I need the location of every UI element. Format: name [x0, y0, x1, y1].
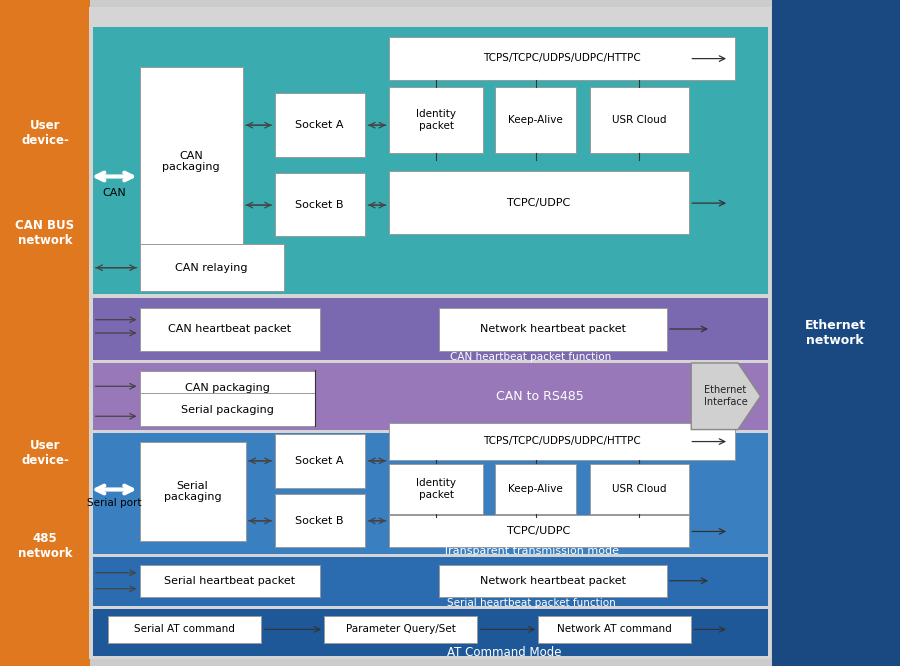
Bar: [389, 171, 689, 234]
Text: CAN packaging: CAN packaging: [184, 382, 270, 393]
Text: Serial heartbeat packet: Serial heartbeat packet: [164, 575, 295, 586]
Bar: [274, 434, 364, 488]
Text: Identity
packet: Identity packet: [416, 478, 456, 500]
Bar: [590, 87, 688, 153]
Text: Network AT command: Network AT command: [557, 624, 672, 635]
Bar: [140, 308, 320, 351]
Bar: [140, 565, 320, 597]
Text: CAN heartbeat packet function: CAN heartbeat packet function: [450, 352, 612, 362]
Bar: [274, 494, 364, 547]
Text: Serial heartbeat packet function: Serial heartbeat packet function: [446, 597, 616, 608]
Bar: [140, 244, 284, 291]
Bar: [389, 464, 483, 514]
Bar: [93, 557, 768, 606]
Bar: [140, 67, 243, 256]
Bar: [324, 616, 477, 643]
Text: Network heartbeat packet: Network heartbeat packet: [480, 324, 626, 334]
Bar: [538, 616, 691, 643]
Text: Serial packaging: Serial packaging: [181, 404, 274, 415]
Text: Socket B: Socket B: [295, 200, 344, 210]
Text: Ethernet
Interface: Ethernet Interface: [704, 386, 747, 407]
Text: User
device-: User device-: [21, 119, 69, 147]
Bar: [108, 616, 261, 643]
Polygon shape: [691, 363, 760, 430]
Bar: [140, 393, 315, 426]
Text: Serial AT command: Serial AT command: [134, 624, 235, 635]
Bar: [93, 27, 768, 294]
Bar: [89, 7, 771, 659]
Bar: [93, 363, 768, 430]
Text: TCPS/TCPC/UDPS/UDPC/HTTPC: TCPS/TCPC/UDPS/UDPC/HTTPC: [483, 436, 641, 446]
Text: TCPS/TCPC/UDPS/UDPC/HTTPC: TCPS/TCPC/UDPS/UDPC/HTTPC: [483, 53, 641, 63]
Text: AT Command Mode: AT Command Mode: [446, 646, 562, 659]
Text: Ethernet
network: Ethernet network: [805, 319, 866, 347]
Text: Parameter Query/Set: Parameter Query/Set: [346, 624, 455, 635]
Bar: [439, 308, 667, 351]
Text: TCPC/UDPC: TCPC/UDPC: [508, 526, 571, 537]
Text: Socket A: Socket A: [295, 456, 344, 466]
Text: Serial
packaging: Serial packaging: [164, 481, 221, 502]
Text: CAN: CAN: [103, 188, 126, 198]
Text: TCPC/UDPC: TCPC/UDPC: [508, 198, 571, 208]
Text: Serial port: Serial port: [87, 498, 141, 508]
Bar: [274, 93, 364, 157]
Bar: [93, 609, 768, 656]
Bar: [389, 37, 735, 80]
Text: USR Cloud: USR Cloud: [612, 484, 666, 494]
Bar: [389, 87, 483, 153]
Text: User
device-: User device-: [21, 439, 69, 467]
Text: CAN to RS485: CAN to RS485: [496, 390, 584, 403]
Text: USR Cloud: USR Cloud: [612, 115, 666, 125]
Bar: [274, 173, 364, 236]
Text: Socket A: Socket A: [295, 120, 344, 130]
Text: Keep-Alive: Keep-Alive: [508, 115, 562, 125]
Bar: [772, 0, 900, 666]
Text: Transparent transmission mode: Transparent transmission mode: [443, 545, 619, 556]
Bar: [140, 442, 246, 541]
Text: Keep-Alive: Keep-Alive: [508, 484, 562, 494]
Bar: [439, 565, 667, 597]
Text: CAN BUS
network: CAN BUS network: [15, 219, 75, 247]
Text: Socket B: Socket B: [295, 515, 344, 526]
Bar: [93, 298, 768, 360]
Bar: [389, 423, 735, 460]
Text: CAN
packaging: CAN packaging: [162, 151, 220, 172]
Text: 485
network: 485 network: [18, 532, 72, 560]
Bar: [93, 433, 768, 554]
Bar: [0, 0, 90, 666]
Bar: [495, 464, 576, 514]
Text: CAN heartbeat packet: CAN heartbeat packet: [168, 324, 291, 334]
Bar: [590, 464, 688, 514]
Text: Network heartbeat packet: Network heartbeat packet: [480, 575, 626, 586]
Text: Identity
packet: Identity packet: [416, 109, 456, 131]
Bar: [495, 87, 576, 153]
Bar: [389, 515, 689, 547]
Text: CAN relaying: CAN relaying: [176, 262, 248, 273]
Bar: [140, 371, 315, 404]
